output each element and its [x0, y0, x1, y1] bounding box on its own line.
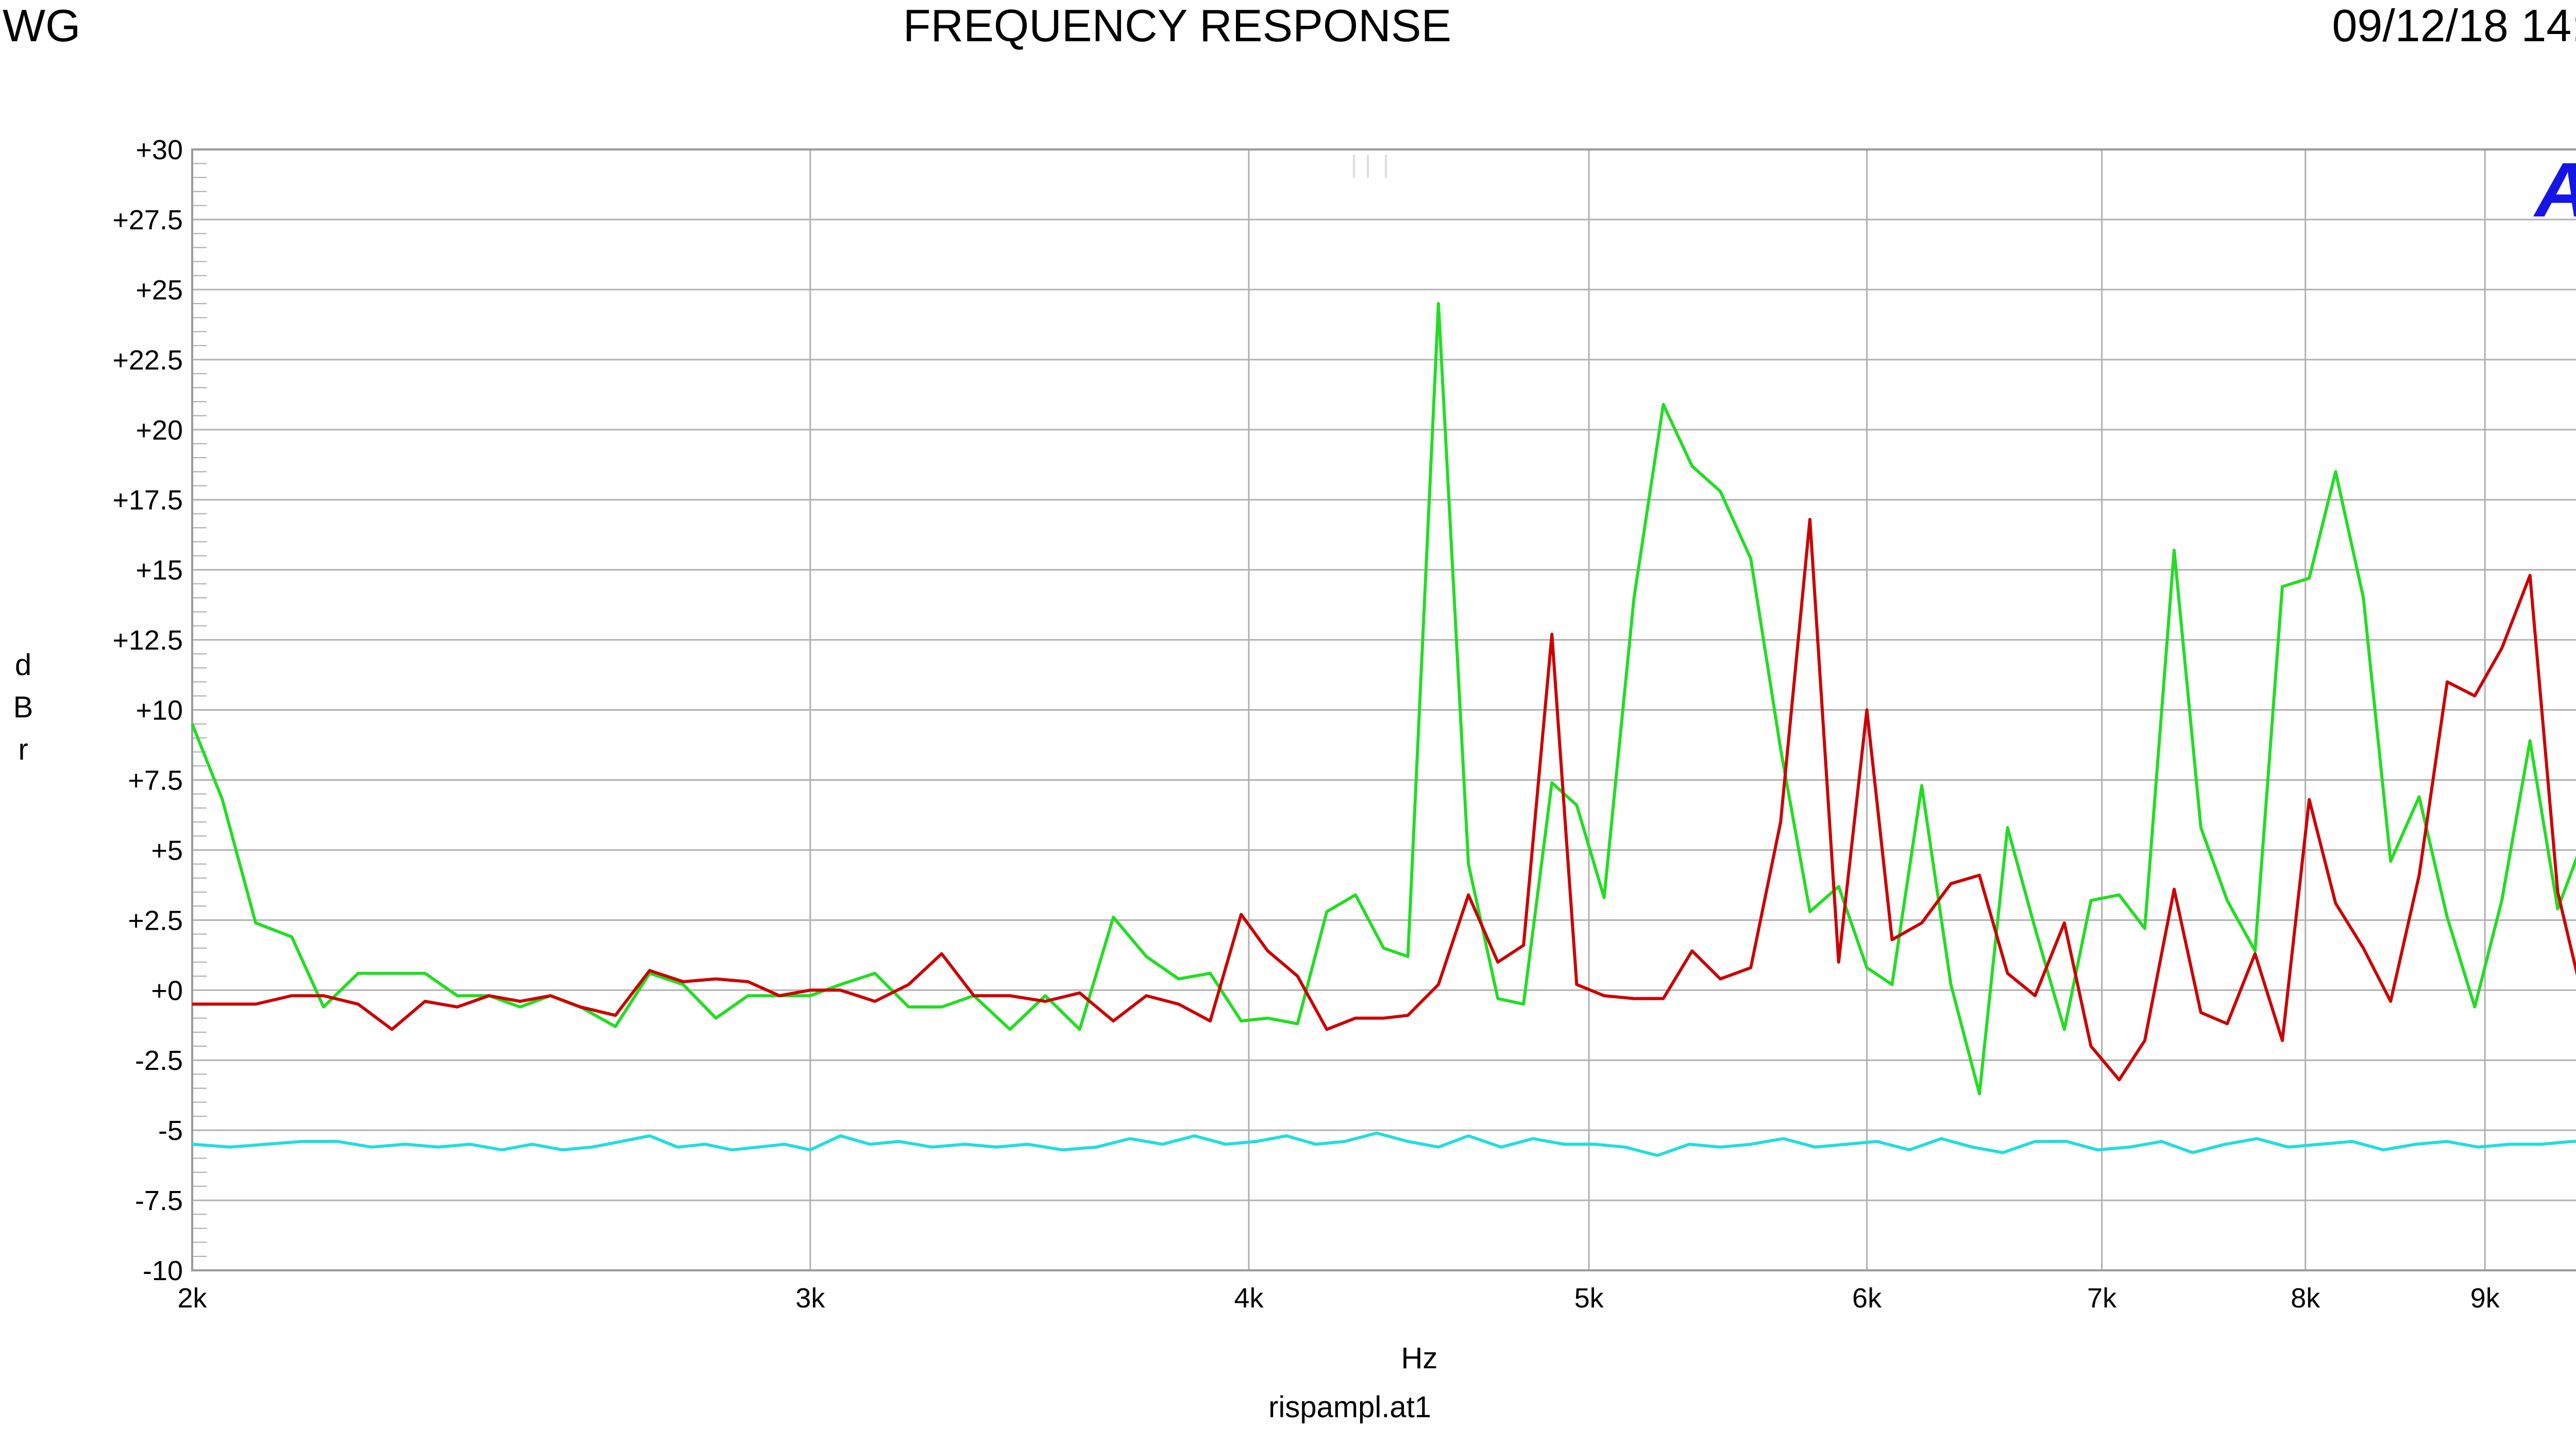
x-tick-label: 3k [795, 1283, 825, 1314]
y-tick-label: +27.5 [112, 205, 183, 236]
plot-border [191, 148, 2576, 1271]
ap-logo-marker-icon [1353, 155, 1387, 178]
x-tick-label: 9k [2470, 1283, 2500, 1314]
y-tick-label: +22.5 [112, 345, 183, 376]
y-tick-label: +17.5 [112, 485, 183, 516]
y-tick-label: -10 [143, 1255, 183, 1286]
series-line-3 [192, 1131, 2576, 1157]
y-tick-label: +15 [135, 555, 183, 586]
y-tick-label: -2.5 [135, 1045, 183, 1076]
series-layer [191, 302, 2576, 1157]
y-tick-label: +7.5 [128, 765, 183, 796]
timestamp: 09/12/18 14:30:44 [2332, 0, 2576, 51]
y-tick-label: +12.5 [112, 625, 183, 656]
ap-logo-icon: Ap [2533, 146, 2576, 233]
x-tick-label: 7k [2087, 1283, 2117, 1314]
y-tick-label: +25 [135, 275, 183, 306]
y-tick-label: -7.5 [135, 1185, 183, 1216]
y-tick-label: -5 [158, 1115, 183, 1146]
x-tick-label: 5k [1574, 1283, 1604, 1314]
y-tick-label: +10 [135, 695, 183, 726]
y-tick-label: +2.5 [128, 905, 183, 936]
grid-lines [191, 148, 2576, 1271]
y-tick-label: +30 [135, 135, 183, 165]
series-line-2 [192, 517, 2576, 1082]
y-axis-label-letter: r [18, 733, 28, 766]
file-name-label: rispampl.at1 [1268, 1390, 1431, 1424]
y-tick-label: +5 [151, 835, 183, 866]
plot-area [191, 148, 2576, 1271]
chart-title: FREQUENCY RESPONSE [903, 0, 1451, 51]
y-axis-label: dBr [13, 648, 33, 766]
y-axis-label-letter: d [15, 648, 31, 682]
x-tick-label: 8k [2291, 1283, 2320, 1314]
generator-label: WG [3, 0, 81, 51]
x-tick-labels: 2k3k4k5k6k7k8k9k10k [177, 1283, 2500, 1314]
y-tick-labels: +30 +27.5 +25 +22.5 +20 +17.5 +15 +12.5 +10 +7.5 +… [112, 135, 183, 1286]
y-tick-label: +20 [135, 415, 183, 446]
series-line-1 [191, 302, 2576, 1096]
x-tick-label: 4k [1234, 1283, 1264, 1314]
x-tick-label: 2k [177, 1283, 207, 1314]
x-tick-label: 6k [1852, 1283, 1882, 1314]
y-tick-label: +0 [151, 975, 183, 1006]
x-axis-label: Hz [1401, 1341, 1438, 1375]
y-axis-label-letter: B [13, 691, 33, 724]
